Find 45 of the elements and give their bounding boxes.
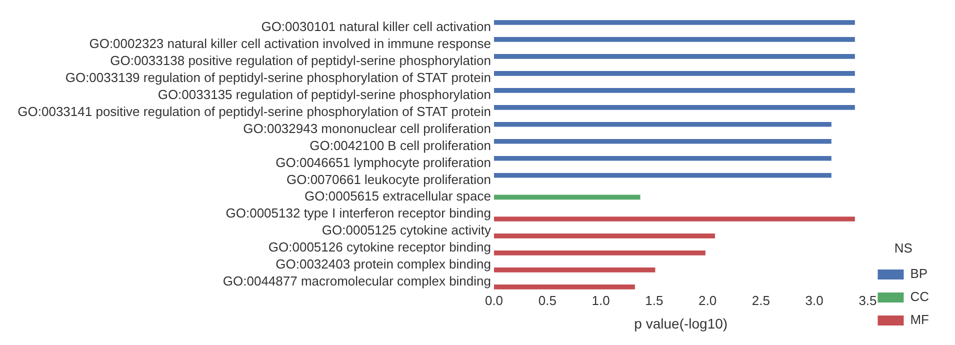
y-tick-label: GO:0042100 B cell proliferation (310, 138, 491, 153)
bar (494, 234, 716, 238)
legend-title: NS (894, 240, 913, 256)
legend-label: CC (910, 289, 930, 304)
x-tick-label: 2.5 (752, 292, 770, 308)
bar (494, 268, 656, 272)
y-tick-label: GO:0070661 leukocyte proliferation (286, 172, 491, 187)
bar (494, 156, 832, 161)
bar (494, 250, 706, 256)
y-tick-label: GO:0005615 extracellular space (304, 188, 491, 204)
y-tick-label: GO:0005126 cytokine receptor binding (268, 240, 491, 255)
x-tick-label: 3.5 (858, 292, 877, 308)
bar (494, 37, 855, 42)
x-tick-label: 0.5 (538, 292, 556, 308)
y-tick-label: GO:0005125 cytokine activity (322, 222, 492, 238)
y-tick-label: GO:0046651 lymphocyte proliferation (276, 154, 491, 170)
y-tick-label: GO:0033138 positive regulation of peptidyl-serine phosphorylation (110, 52, 491, 68)
x-tick-label: 3.0 (805, 292, 824, 308)
bar (494, 216, 855, 222)
bar (494, 138, 832, 144)
y-tick-label: GO:0032403 protein complex binding (276, 256, 491, 272)
x-axis-title: p value(-log10) (634, 315, 728, 332)
bar (494, 88, 855, 93)
x-tick-label: 0.0 (484, 292, 504, 308)
bar (494, 105, 855, 110)
x-tick-label: 1.0 (592, 292, 610, 308)
bar (494, 172, 832, 178)
bar (494, 71, 855, 76)
y-tick-label: GO:0030101 natural killer cell activation (261, 18, 491, 34)
y-tick-label: GO:0033135 regulation of peptidyl-serine phosphorylation (158, 86, 491, 102)
bar (494, 284, 635, 290)
y-tick-label: GO:0044877 macromolecular complex binding (222, 274, 491, 289)
y-tick-label: GO:0033141 positive regulation of peptidyl-serine phosphorylation of STAT protein (18, 104, 491, 119)
bar (494, 54, 855, 59)
y-tick-label: GO:0005132 type I interferon receptor binding (226, 206, 491, 221)
y-tick-label: GO:0033139 regulation of peptidyl-serine phosphorylation of STAT protein (65, 70, 491, 85)
bar (494, 122, 832, 127)
bar (494, 20, 855, 25)
x-tick-label: 1.5 (645, 292, 664, 308)
legend-label: BP (910, 266, 928, 282)
legend-label: MF (910, 312, 930, 328)
y-tick-label: GO:0002323 natural killer cell activation involved in immune response (89, 36, 491, 51)
x-tick-label: 2.0 (698, 292, 717, 308)
bar (494, 194, 640, 200)
y-tick-label: GO:0032943 mononuclear cell proliferation (243, 120, 491, 136)
